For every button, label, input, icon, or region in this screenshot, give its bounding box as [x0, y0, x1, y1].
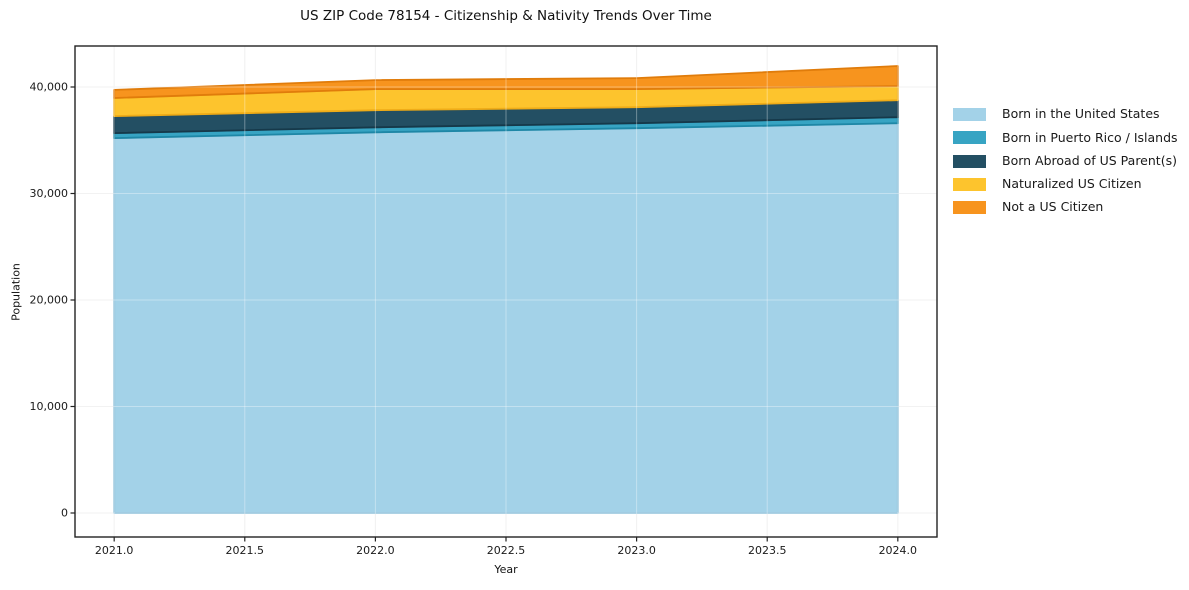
x-tick-label: 2023.5 [748, 544, 787, 557]
legend-label: Born in Puerto Rico / Islands [1002, 129, 1178, 145]
legend-swatch-born-in-puerto-rico-islands [953, 131, 986, 145]
y-tick-label: 20,000 [30, 293, 69, 306]
x-tick-label: 2021.0 [95, 544, 134, 557]
legend-swatch-not-a-us-citizen [953, 201, 986, 215]
legend-label: Born Abroad of US Parent(s) [1002, 152, 1177, 168]
x-tick-label: 2024.0 [879, 544, 918, 557]
legend-swatch-born-in-united-states [953, 108, 986, 121]
x-tick-label: 2022.0 [356, 544, 395, 557]
legend: Born in the United States Born in Puerto … [953, 108, 1178, 215]
legend-item-not-a-us-citizen: Not a US Citizen [953, 199, 1178, 215]
chart-title: US ZIP Code 78154 - Citizenship & Nativi… [300, 8, 712, 24]
y-tick-label: 10,000 [30, 400, 69, 413]
legend-swatch-born-abroad-of-us-parents [953, 154, 986, 168]
legend-label: Born in the United States [1002, 106, 1160, 122]
legend-item-born-in-puerto-rico-islands: Born in Puerto Rico / Islands [953, 129, 1178, 145]
legend-item-naturalized-us-citizen: Naturalized US Citizen [953, 178, 1178, 191]
legend-swatch-naturalized-us-citizen [953, 177, 986, 191]
legend-label: Not a US Citizen [1002, 199, 1104, 215]
x-tick-label: 2021.5 [226, 544, 265, 557]
x-tick-label: 2023.0 [617, 544, 656, 557]
legend-item-born-abroad-of-us-parents: Born Abroad of US Parent(s) [953, 152, 1178, 168]
y-tick-label: 0 [61, 506, 68, 519]
area-not-a-us-citizen [113, 65, 899, 99]
x-axis-label: Year [494, 563, 518, 576]
x-tick-label: 2022.5 [487, 544, 526, 557]
y-tick-label: 40,000 [30, 81, 69, 94]
legend-label: Naturalized US Citizen [1002, 176, 1142, 192]
legend-item-born-in-united-states: Born in the United States [953, 108, 1178, 121]
y-tick-label: 30,000 [30, 187, 69, 200]
